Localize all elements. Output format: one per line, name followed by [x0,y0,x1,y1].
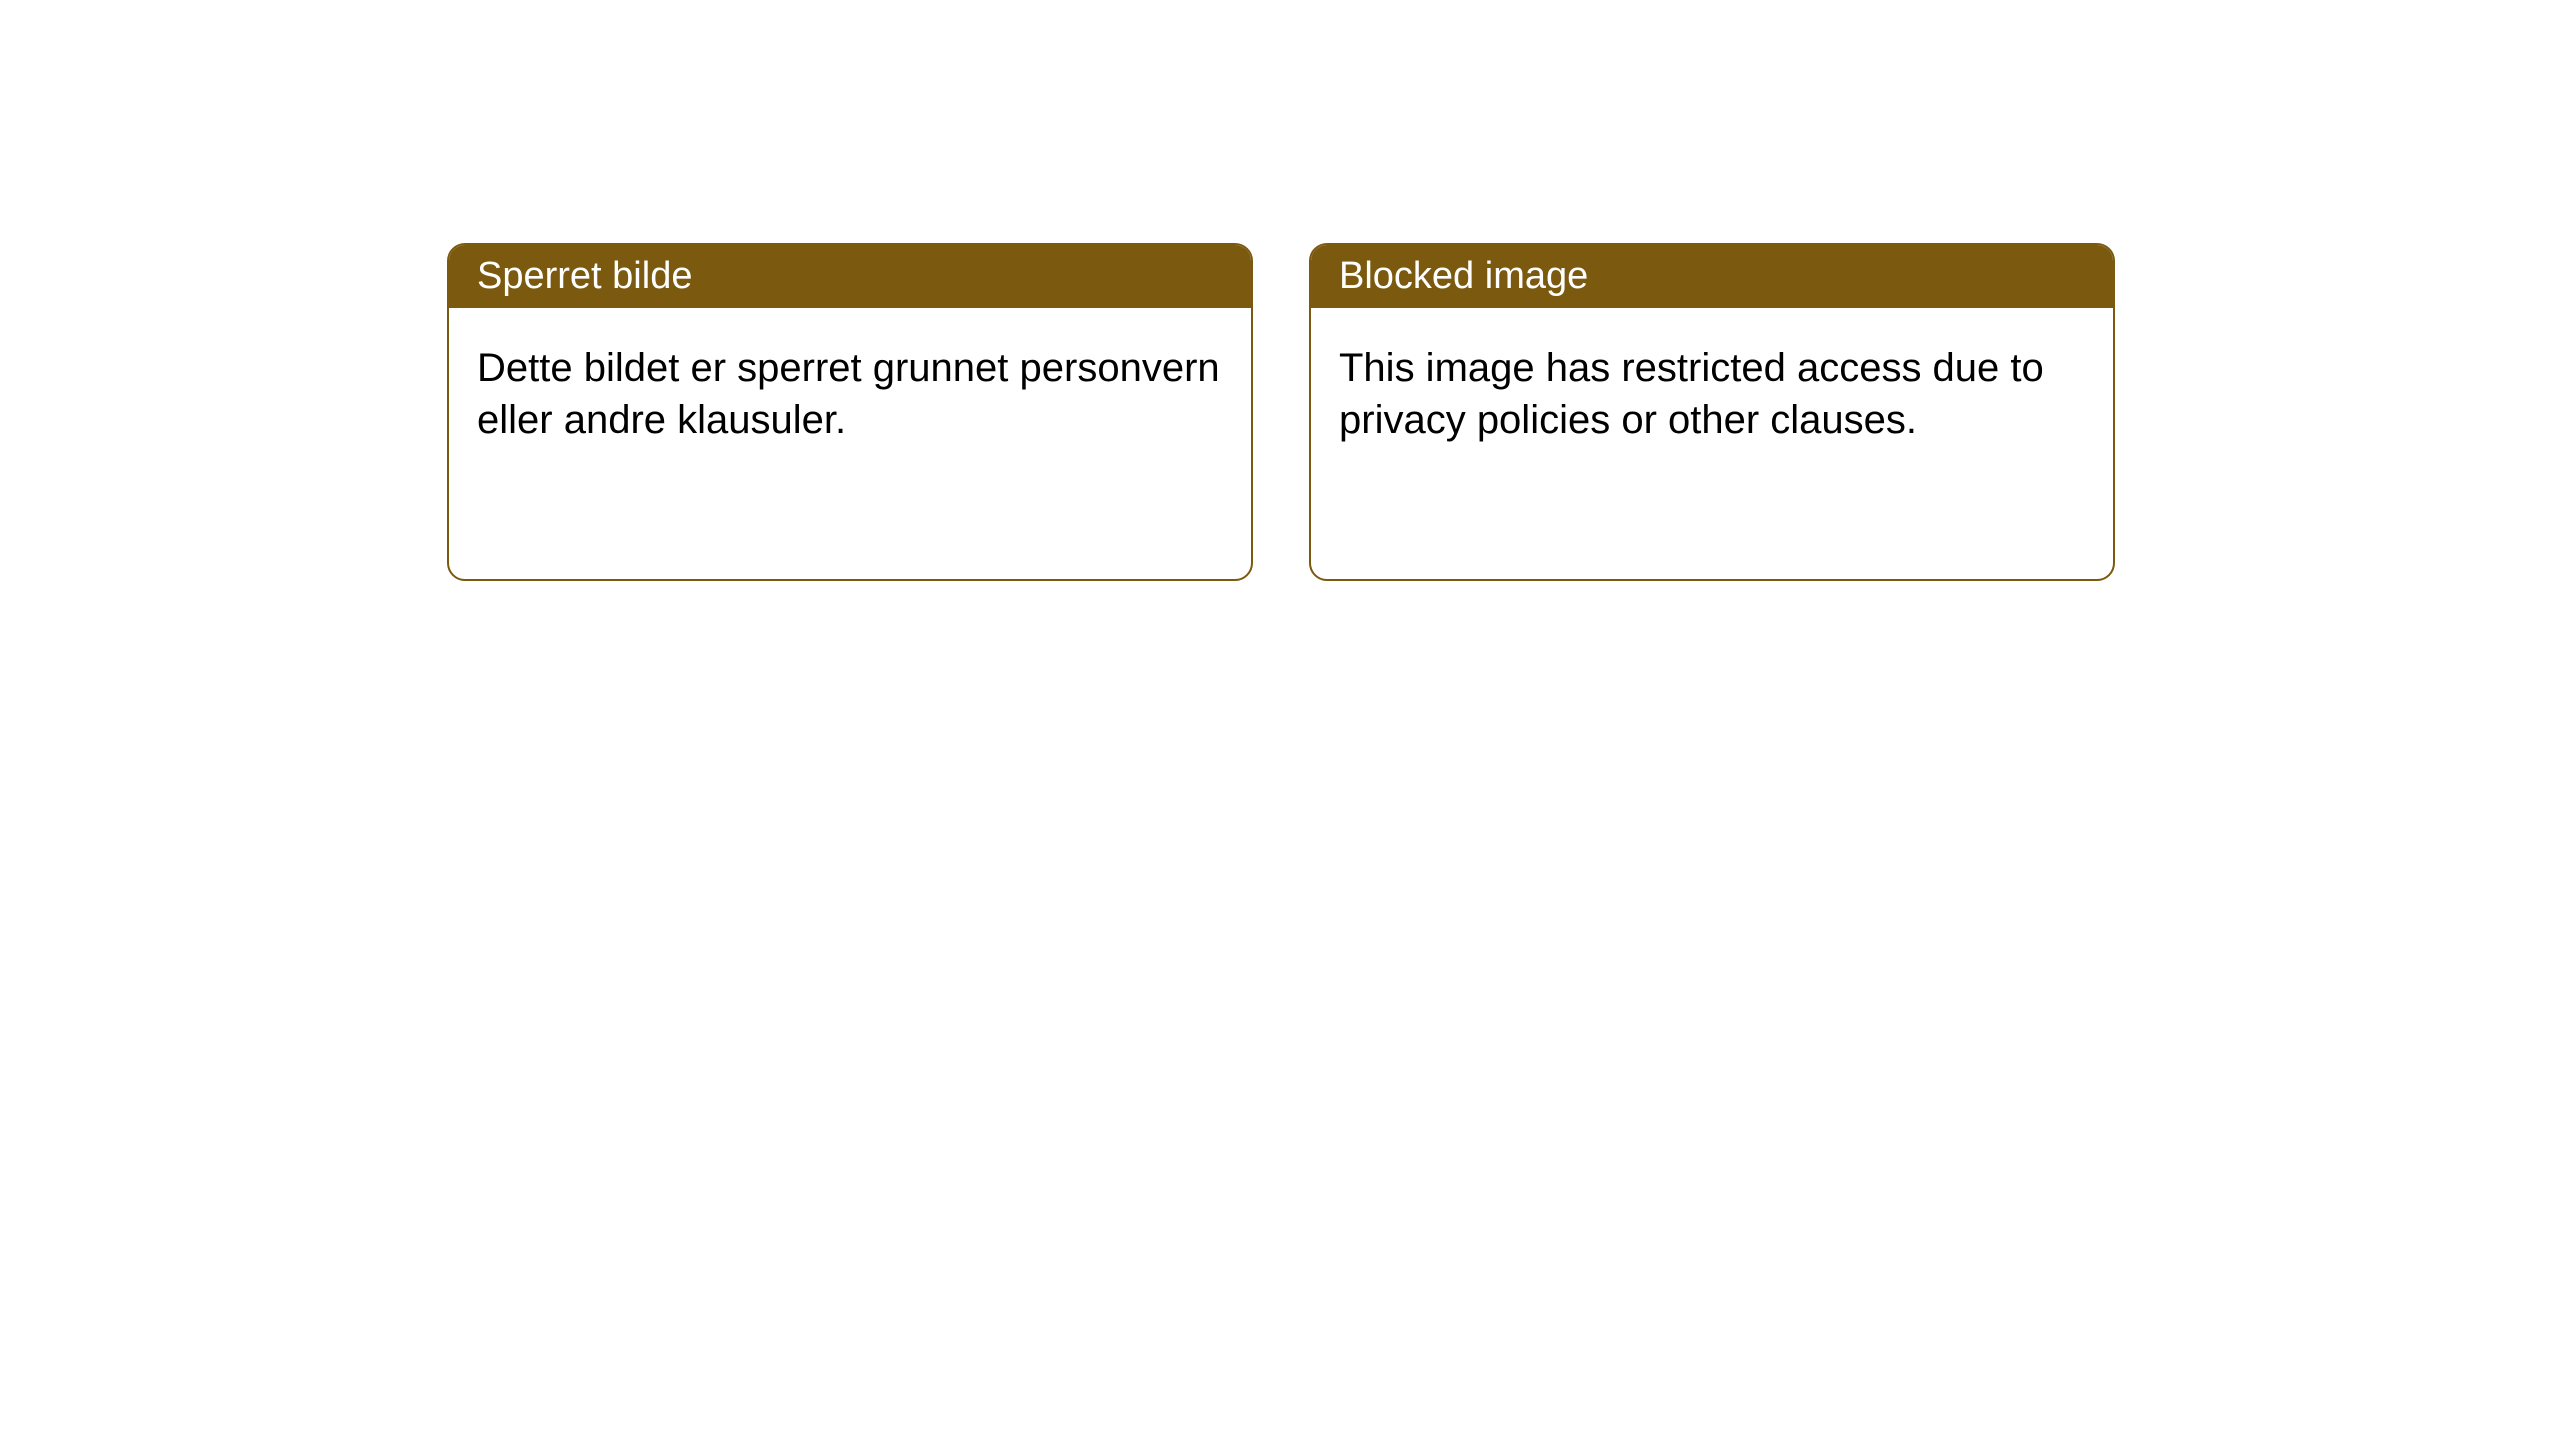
notice-header: Blocked image [1311,245,2113,308]
notice-card-english: Blocked image This image has restricted … [1309,243,2115,581]
notice-title: Blocked image [1339,255,1588,297]
notice-title: Sperret bilde [477,255,692,297]
notice-text: Dette bildet er sperret grunnet personve… [477,346,1220,442]
notice-header: Sperret bilde [449,245,1251,308]
notice-text: This image has restricted access due to … [1339,346,2044,442]
notice-body: This image has restricted access due to … [1311,308,2113,480]
notice-container: Sperret bilde Dette bildet er sperret gr… [0,0,2560,581]
notice-card-norwegian: Sperret bilde Dette bildet er sperret gr… [447,243,1253,581]
notice-body: Dette bildet er sperret grunnet personve… [449,308,1251,480]
